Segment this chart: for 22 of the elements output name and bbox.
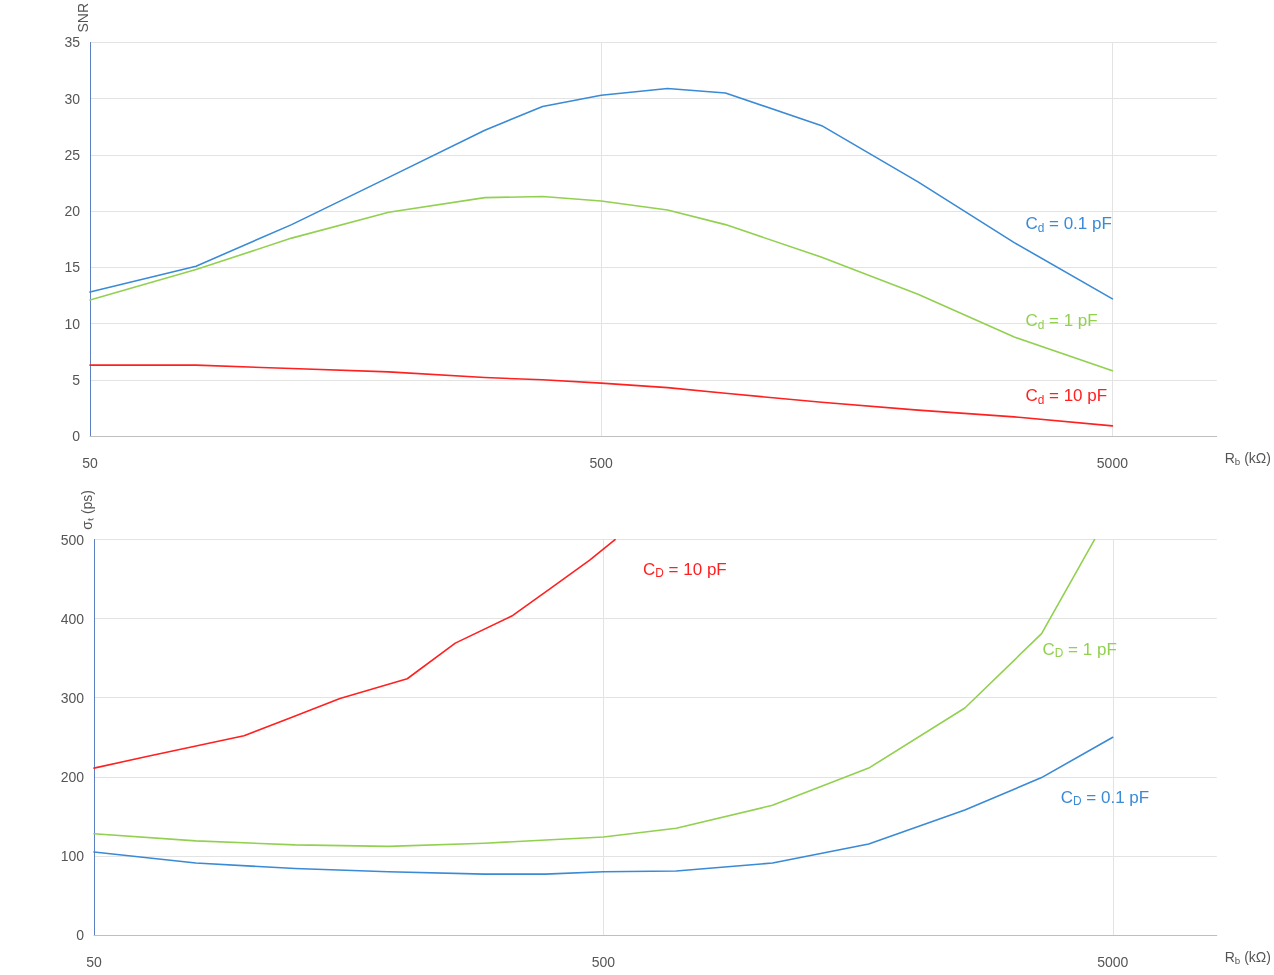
x-tick-label: 5000: [1097, 954, 1129, 970]
x-tick-label: 500: [589, 455, 614, 471]
x-tick-label: 50: [82, 455, 98, 471]
y-tick-label: 15: [64, 259, 81, 276]
y-axis-title: σₜ (ps): [79, 490, 95, 530]
y-tick-label: 35: [64, 34, 81, 51]
y-tick-label: 25: [64, 146, 81, 163]
y-tick-label: 300: [60, 689, 85, 706]
x-tick-label: 50: [86, 954, 102, 970]
x-tick-label: 500: [591, 954, 616, 970]
y-tick-label: 200: [60, 768, 85, 785]
y-tick-label: 20: [64, 203, 81, 220]
y-tick-label: 0: [76, 927, 85, 943]
y-tick-label: 400: [60, 610, 85, 627]
y-axis-title: SNR: [75, 3, 91, 33]
x-tick-label: 5000: [1096, 455, 1129, 471]
y-tick-label: 30: [64, 90, 81, 107]
y-tick-label: 10: [64, 315, 81, 332]
y-tick-label: 100: [60, 847, 85, 864]
y-tick-label: 0: [72, 428, 81, 444]
y-tick-label: 5: [72, 371, 81, 388]
y-tick-label: 500: [60, 531, 85, 548]
